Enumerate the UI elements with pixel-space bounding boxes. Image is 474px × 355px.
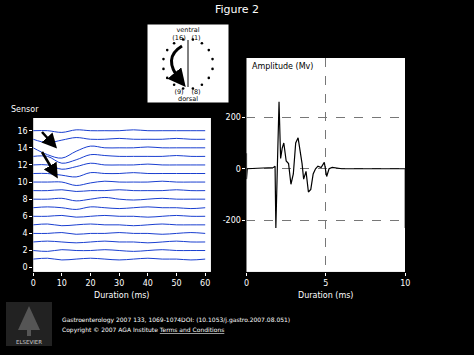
svg-text:Duration (ms): Duration (ms)	[94, 291, 150, 300]
svg-text:(9): (9)	[174, 88, 183, 96]
svg-text:Copyright © 2007 AGA Institute: Copyright © 2007 AGA Institute Terms and…	[62, 326, 224, 334]
svg-text:0: 0	[236, 165, 241, 174]
svg-text:Sensor: Sensor	[11, 105, 39, 114]
svg-text:30: 30	[114, 279, 124, 288]
svg-text:0: 0	[31, 279, 36, 288]
svg-text:Figure 2: Figure 2	[215, 3, 259, 16]
svg-text:40: 40	[143, 279, 153, 288]
svg-text:2: 2	[22, 246, 27, 255]
svg-text:(1): (1)	[191, 34, 200, 42]
svg-text:ELSEVIER: ELSEVIER	[16, 339, 42, 345]
svg-text:(16): (16)	[172, 34, 185, 42]
svg-text:ventral: ventral	[177, 26, 200, 34]
svg-text:200: 200	[226, 113, 241, 122]
svg-text:dorsal: dorsal	[178, 95, 198, 103]
svg-text:(8): (8)	[191, 88, 200, 96]
svg-text:6: 6	[22, 212, 27, 221]
svg-text:10: 10	[57, 279, 67, 288]
svg-text:4: 4	[22, 229, 27, 238]
svg-text:14: 14	[17, 144, 27, 153]
svg-text:16: 16	[17, 127, 27, 136]
svg-text:50: 50	[171, 279, 181, 288]
svg-text:Gastroenterology 2007 133, 106: Gastroenterology 2007 133, 1069-1074DOI:…	[62, 316, 290, 324]
svg-text:Duration (ms): Duration (ms)	[298, 291, 354, 300]
svg-text:10: 10	[17, 178, 27, 187]
svg-text:12: 12	[17, 161, 27, 170]
svg-text:0: 0	[22, 263, 27, 272]
svg-text:8: 8	[22, 195, 27, 204]
svg-text:0: 0	[244, 279, 249, 288]
svg-text:60: 60	[200, 279, 210, 288]
svg-text:10: 10	[400, 279, 410, 288]
svg-text:5: 5	[323, 279, 328, 288]
svg-text:Amplitude (Mv): Amplitude (Mv)	[252, 62, 313, 71]
svg-text:20: 20	[85, 279, 95, 288]
svg-text:-200: -200	[223, 216, 241, 225]
